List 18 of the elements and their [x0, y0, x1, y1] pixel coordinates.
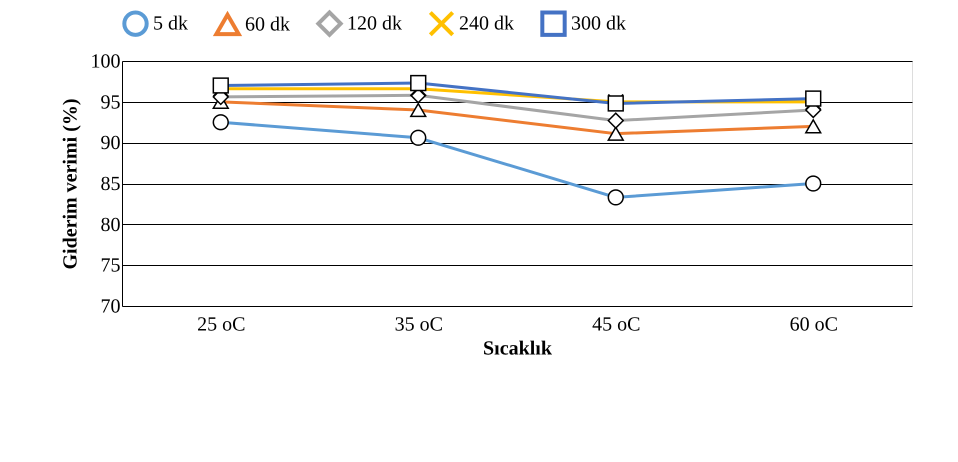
y-axis-title: Giderim verimi (%): [60, 98, 82, 270]
legend-label: 120 dk: [347, 12, 402, 35]
x-tick-label: 45 oC: [592, 314, 640, 336]
legend-label: 240 dk: [459, 12, 514, 35]
legend-label: 5 dk: [153, 12, 188, 35]
y-tick-label: 85: [100, 173, 120, 195]
x-tick-label: 60 oC: [790, 314, 838, 336]
x-axis-title: Sıcaklık: [483, 338, 553, 360]
x-tick-label: 35 oC: [394, 314, 443, 336]
y-tick-label: 100: [90, 50, 120, 72]
x-tick-label: 25 oC: [197, 314, 246, 336]
y-tick-label: 75: [100, 254, 120, 277]
y-tick-label: 90: [100, 132, 120, 154]
legend-label: 60 dk: [245, 13, 290, 36]
y-tick-label: 95: [100, 91, 120, 114]
y-tick-label: 70: [100, 296, 120, 318]
y-tick-label: 80: [100, 214, 120, 236]
legend-label: 300 dk: [571, 12, 626, 35]
